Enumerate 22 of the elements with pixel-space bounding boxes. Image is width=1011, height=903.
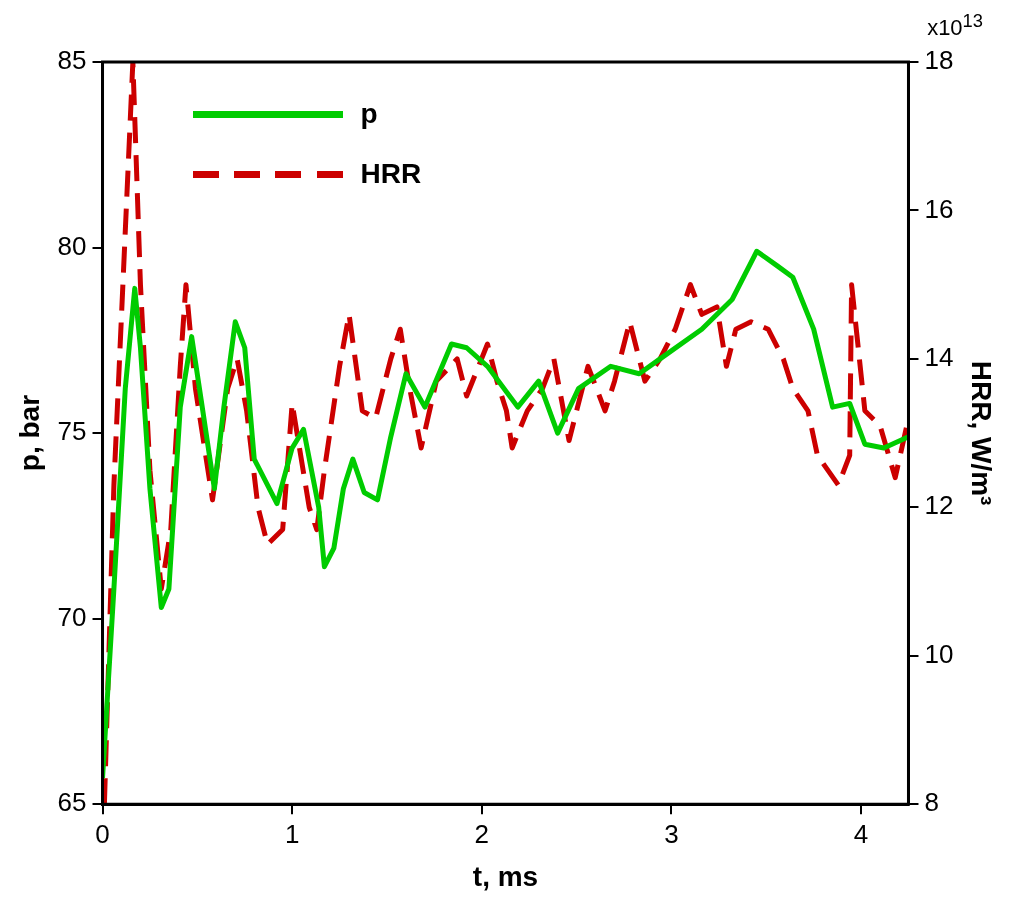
x-tick-label: 4 [853, 818, 869, 849]
y-tick-label: 70 [57, 601, 87, 632]
text: x10$^{13}$ [927, 10, 983, 42]
legend-label: HRR [360, 158, 422, 190]
legend-label: p [360, 98, 378, 130]
x-tick-label: 1 [284, 818, 300, 849]
y2-tick-label: 12 [924, 490, 954, 521]
y2-axis-title: HRR, W/m³ [966, 360, 998, 506]
y-tick-label: 85 [57, 45, 87, 76]
x-tick-label: 2 [474, 818, 490, 849]
y2-tick-label: 8 [924, 787, 939, 818]
y2-tick-label: 10 [924, 638, 954, 669]
x-tick-label: 3 [664, 818, 679, 849]
y-axis-title: p, bar [13, 394, 45, 472]
y2-tick-label: 14 [924, 342, 954, 373]
x-tick-label: 0 [95, 818, 110, 849]
y-tick-label: 65 [57, 787, 87, 818]
y-tick-label: 75 [57, 416, 87, 447]
y-tick-label: 80 [57, 230, 87, 261]
x-axis-title: t, ms [472, 860, 539, 892]
y2-tick-label: 16 [924, 193, 954, 224]
y2-tick-label: 18 [924, 45, 954, 76]
